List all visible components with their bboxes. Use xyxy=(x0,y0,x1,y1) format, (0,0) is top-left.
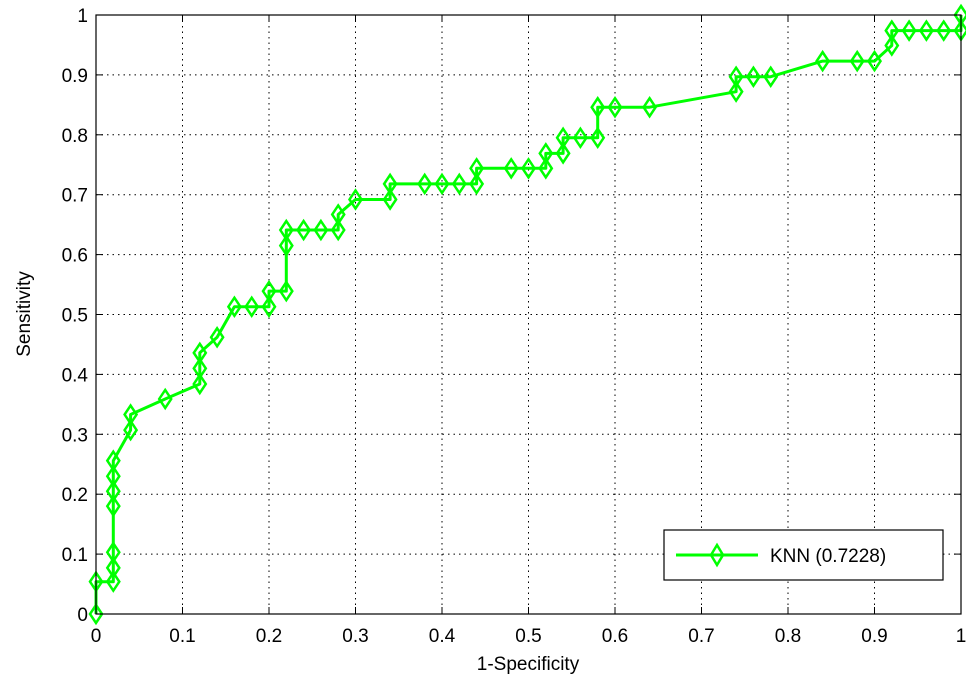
data-point-marker xyxy=(347,188,364,211)
grid xyxy=(96,15,961,614)
data-point-marker xyxy=(555,142,571,165)
data-point-marker xyxy=(607,95,623,119)
data-point-marker xyxy=(105,449,121,472)
data-point-marker xyxy=(417,172,433,196)
x-tick-label: 0.6 xyxy=(602,626,628,647)
y-tick-label: 0.4 xyxy=(62,365,89,386)
data-point-marker xyxy=(728,65,744,88)
data-point-marker xyxy=(884,19,900,42)
data-point-marker xyxy=(123,418,139,442)
data-point-marker xyxy=(261,295,277,318)
plot-area xyxy=(88,3,966,626)
data-point-marker xyxy=(642,95,658,119)
y-tick-label: 0.6 xyxy=(62,246,88,267)
data-point-marker xyxy=(105,479,121,503)
axes-box xyxy=(95,14,962,615)
y-tick-label: 0.8 xyxy=(62,126,88,147)
data-point-marker xyxy=(123,403,139,426)
data-point-marker xyxy=(278,279,294,303)
data-point-marker xyxy=(88,602,104,626)
data-point-marker xyxy=(728,80,744,103)
x-tick-label: 0.7 xyxy=(688,626,714,647)
y-tick-label: 0 xyxy=(77,605,88,626)
data-point-marker xyxy=(209,326,225,349)
x-tick-label: 0.8 xyxy=(775,626,801,647)
legend: KNN (0.7228) xyxy=(663,529,944,581)
data-point-marker xyxy=(503,157,519,180)
data-point-marker xyxy=(105,556,121,580)
y-tick-label: 0.7 xyxy=(62,186,88,207)
x-tick-label: 0.9 xyxy=(861,626,887,647)
data-point-marker xyxy=(278,218,294,242)
data-point-marker xyxy=(313,218,329,242)
x-tick-label: 0.2 xyxy=(256,626,282,647)
data-point-marker xyxy=(538,157,554,180)
data-point-marker xyxy=(866,49,883,73)
data-point-marker xyxy=(884,34,900,57)
data-point-marker xyxy=(296,218,312,242)
x-tick-label: 0.3 xyxy=(342,626,368,647)
x-axis-label: 1-Specificity xyxy=(477,654,580,675)
data-point-marker xyxy=(226,295,242,318)
data-point-marker xyxy=(745,65,761,88)
ticks: 0 0.1 0.2 0.3 0.4 0.5 0.6 0.7 0.8 0.9 1 0 0.1 0.2 0.3 0… xyxy=(62,6,966,647)
data-point-marker xyxy=(520,157,537,180)
data-point-marker xyxy=(330,203,346,226)
data-point-marker xyxy=(469,157,485,180)
y-tick-label: 0.3 xyxy=(62,425,88,446)
data-point-marker xyxy=(901,19,917,42)
y-tick-label: 0.1 xyxy=(62,545,88,566)
data-point-marker xyxy=(555,126,571,150)
data-point-marker xyxy=(192,341,208,365)
x-tick-label: 0 xyxy=(91,626,102,647)
data-point-marker xyxy=(538,142,554,165)
legend-label: KNN (0.7228) xyxy=(770,546,886,567)
data-point-marker xyxy=(936,19,952,42)
data-point-marker xyxy=(105,494,121,518)
data-point-marker xyxy=(105,541,121,564)
y-tick-label: 1 xyxy=(77,6,88,27)
data-point-marker xyxy=(590,95,606,119)
data-point-marker xyxy=(192,357,208,380)
x-tick-label: 1 xyxy=(956,626,966,647)
data-point-marker xyxy=(105,464,121,488)
data-point-marker xyxy=(382,188,398,211)
x-tick-label: 0.4 xyxy=(429,626,456,647)
y-tick-label: 0.2 xyxy=(62,485,88,506)
data-point-marker xyxy=(918,19,934,42)
data-point-marker xyxy=(849,49,865,73)
data-point-marker xyxy=(192,372,208,396)
series-line xyxy=(94,15,963,614)
data-point-marker xyxy=(451,172,467,196)
data-point-marker xyxy=(244,295,260,318)
data-point-marker xyxy=(382,172,398,196)
data-point-marker xyxy=(590,126,606,150)
data-point-marker xyxy=(261,279,277,303)
data-point-marker xyxy=(330,218,346,242)
x-tick-label: 0.1 xyxy=(169,626,195,647)
data-point-marker xyxy=(572,126,588,150)
y-tick-label: 0.5 xyxy=(62,306,88,327)
data-point-marker xyxy=(469,172,485,196)
data-point-marker xyxy=(157,387,173,411)
data-point-marker xyxy=(434,172,450,196)
data-point-marker xyxy=(815,49,831,73)
legend-diamond-marker xyxy=(709,542,725,568)
data-point-marker xyxy=(278,234,294,257)
y-axis-label: Sensitivity xyxy=(14,271,35,357)
y-tick-label: 0.9 xyxy=(62,66,88,87)
data-point-marker xyxy=(763,65,779,88)
data-point-marker xyxy=(105,570,121,593)
x-tick-label: 0.5 xyxy=(515,626,541,647)
